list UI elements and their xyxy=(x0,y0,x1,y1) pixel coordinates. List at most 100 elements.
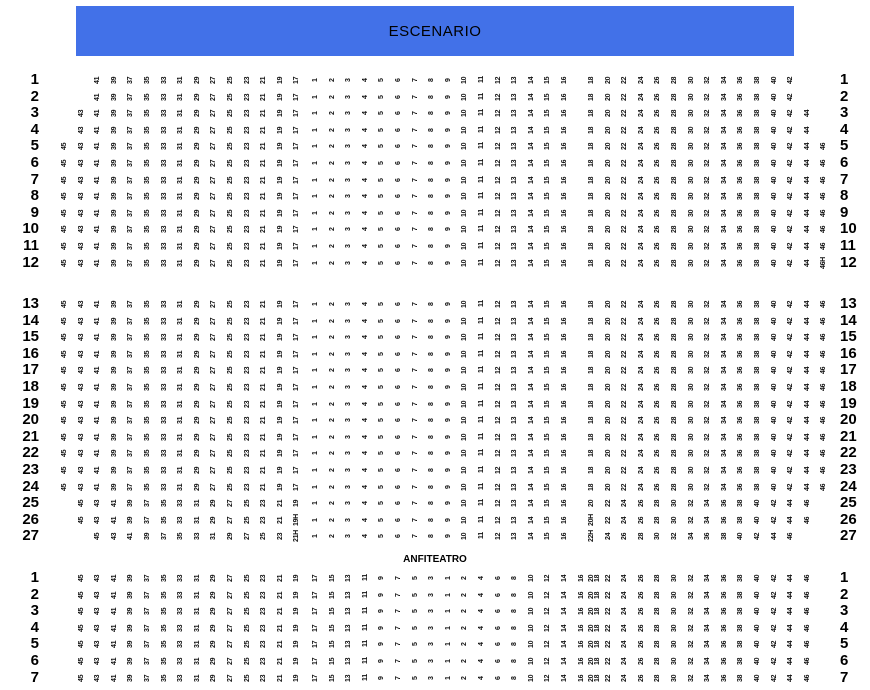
seat[interactable]: 39 xyxy=(110,192,118,200)
seat[interactable]: 7 xyxy=(411,211,419,215)
seat[interactable]: 9 xyxy=(444,144,452,149)
seat[interactable]: 35 xyxy=(144,176,151,184)
seat[interactable]: 41 xyxy=(94,449,102,457)
seat[interactable]: 21 xyxy=(276,657,284,665)
seat[interactable]: 39 xyxy=(110,416,118,424)
seat[interactable]: 43 xyxy=(77,350,85,358)
seat[interactable]: 7 xyxy=(411,368,419,373)
seat[interactable]: 10 xyxy=(527,574,535,582)
seat[interactable]: 3 xyxy=(345,211,353,215)
seat[interactable]: 19 xyxy=(276,449,284,457)
seat[interactable]: 27 xyxy=(210,483,218,491)
seat[interactable]: 23 xyxy=(243,259,251,267)
seat[interactable]: 17 xyxy=(293,159,301,167)
seat[interactable]: 44 xyxy=(803,109,811,117)
seat[interactable]: 29 xyxy=(193,333,201,341)
seat[interactable]: 35 xyxy=(144,93,151,101)
seat[interactable]: 3 xyxy=(345,518,353,522)
seat[interactable]: 45 xyxy=(77,657,85,665)
seat[interactable]: 33 xyxy=(160,466,168,474)
seat[interactable]: 25 xyxy=(227,259,234,267)
seat[interactable]: 42 xyxy=(787,366,795,374)
seat[interactable]: 16 xyxy=(561,433,568,441)
seat[interactable]: 16 xyxy=(561,532,568,540)
seat[interactable]: 6 xyxy=(395,451,402,456)
seat[interactable]: 3 xyxy=(345,418,353,422)
seat[interactable]: 38 xyxy=(754,416,761,424)
seat[interactable]: 43 xyxy=(94,574,102,582)
seat[interactable]: 2 xyxy=(461,576,469,580)
seat[interactable]: 3 xyxy=(428,642,436,647)
seat[interactable]: 5 xyxy=(378,435,386,439)
seat[interactable]: 40 xyxy=(754,591,761,599)
seat[interactable]: 3 xyxy=(345,435,353,439)
seat[interactable]: 34 xyxy=(704,657,712,665)
seat[interactable]: 22 xyxy=(604,574,612,582)
seat[interactable]: 15 xyxy=(328,657,336,665)
seat[interactable]: 43 xyxy=(77,159,85,167)
seat[interactable]: 41 xyxy=(110,657,118,665)
seat[interactable]: 13 xyxy=(511,242,519,250)
seat[interactable]: 1 xyxy=(312,468,319,472)
seat[interactable]: 27 xyxy=(210,126,218,134)
seat[interactable]: 2 xyxy=(328,335,336,339)
seat[interactable]: 16 xyxy=(561,76,568,84)
seat[interactable]: 11 xyxy=(478,449,485,457)
seat[interactable]: 13 xyxy=(511,209,519,217)
seat[interactable]: 23 xyxy=(243,433,251,441)
seat[interactable]: 2 xyxy=(461,609,469,613)
seat[interactable]: 41 xyxy=(110,499,118,507)
seat[interactable]: 24 xyxy=(637,333,645,341)
seat[interactable]: 31 xyxy=(177,192,185,200)
seat[interactable]: 45 xyxy=(61,449,68,457)
seat[interactable]: 2 xyxy=(461,642,469,647)
seat[interactable]: 9 xyxy=(444,227,452,232)
seat[interactable]: 33 xyxy=(160,433,168,441)
seat[interactable]: 20 xyxy=(588,607,595,615)
seat[interactable]: 30 xyxy=(671,591,678,599)
seat[interactable]: 12 xyxy=(494,449,502,457)
seat[interactable]: 37 xyxy=(144,657,151,665)
seat[interactable]: 17 xyxy=(312,657,319,665)
seat[interactable]: 2 xyxy=(328,385,336,389)
seat[interactable]: 30 xyxy=(687,142,695,150)
seat[interactable]: 19 xyxy=(276,93,284,101)
seat[interactable]: 27 xyxy=(227,640,234,648)
seat[interactable]: 29 xyxy=(193,317,201,325)
seat[interactable]: 2 xyxy=(328,418,336,422)
seat[interactable]: 16 xyxy=(561,109,568,117)
seat[interactable]: 25 xyxy=(227,142,234,150)
seat[interactable]: 36 xyxy=(737,383,745,391)
seat[interactable]: 17 xyxy=(293,93,301,101)
seat[interactable]: 21 xyxy=(260,400,268,408)
seat[interactable]: 21 xyxy=(260,333,268,341)
seat[interactable]: 14 xyxy=(527,532,535,540)
seat[interactable]: 40 xyxy=(770,466,778,474)
seat[interactable]: 23 xyxy=(260,607,268,615)
seat[interactable]: 21 xyxy=(260,109,268,117)
seat[interactable]: 30 xyxy=(687,317,695,325)
seat[interactable]: 33 xyxy=(160,225,168,233)
seat[interactable]: 39 xyxy=(110,366,118,374)
seat[interactable]: 1 xyxy=(312,211,319,215)
seat[interactable]: 25 xyxy=(243,674,251,682)
seat[interactable]: 8 xyxy=(428,401,436,406)
seat[interactable]: 10 xyxy=(461,259,469,267)
seat[interactable]: 27 xyxy=(227,499,234,507)
seat[interactable]: 42 xyxy=(787,350,795,358)
seat[interactable]: 40 xyxy=(770,317,778,325)
seat[interactable]: 46 xyxy=(820,366,828,374)
seat[interactable]: 6 xyxy=(395,161,402,165)
seat[interactable]: 21 xyxy=(260,93,268,101)
seat[interactable]: 35 xyxy=(160,499,168,507)
seat[interactable]: 26 xyxy=(654,109,662,117)
seat[interactable]: 44 xyxy=(803,383,811,391)
seat[interactable]: 40 xyxy=(754,607,761,615)
seat[interactable]: 4 xyxy=(478,659,485,663)
seat[interactable]: 42 xyxy=(787,159,795,167)
seat[interactable]: 19 xyxy=(293,499,301,507)
seat[interactable]: 16 xyxy=(561,466,568,474)
seat[interactable]: 3 xyxy=(345,385,353,389)
seat[interactable]: 26 xyxy=(637,674,645,682)
seat[interactable]: 29 xyxy=(193,76,201,84)
